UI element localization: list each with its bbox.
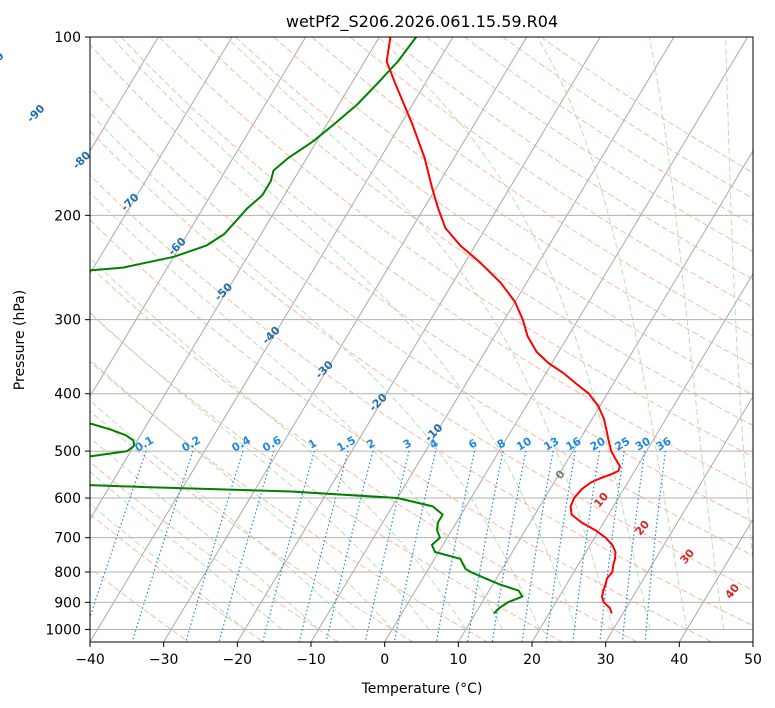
y-tick-label: 100 [54,30,81,46]
isotherm-line [605,395,753,642]
y-tick-label: 800 [54,565,81,581]
moist-adiabat [90,471,283,630]
isotherm-line [457,149,753,642]
y-tick-label: 900 [54,595,81,611]
moist-adiabat [111,37,577,630]
x-tick-label: −40 [75,652,105,668]
x-tick-label: 30 [597,652,615,668]
moist-adiabat [90,191,504,630]
mixing-ratio-line [218,450,275,642]
axes: −40 −30 −20 −10 0 10 20 30 40 50 100 200 300 400 500 60… [45,30,762,668]
mixing-ratio-line [393,450,437,642]
x-tick-label: 40 [670,652,688,668]
mixing-ratio-line [325,450,374,642]
x-tick-label: −30 [149,652,179,668]
mixing-ratio-line [262,450,315,642]
plot-frame [89,36,754,643]
mixing-ratio-line [435,450,476,642]
dry-adiabat [90,360,488,642]
isotherm-line [531,272,753,642]
mixing-ratio-line [491,450,527,642]
moist-adiabat [90,257,467,630]
dry-adiabat [90,43,753,523]
mixing-ratio-line [621,451,646,642]
moist-adiabat [226,37,614,630]
moist-adiabat [90,436,319,630]
isotherm-line [90,37,454,642]
moist-adiabat [725,37,753,566]
moist-adiabat [90,112,540,630]
y-axis-label: Pressure (hPa) [12,290,28,390]
moist-adiabat [90,358,393,630]
mixing-ratio-line [572,451,601,642]
temperature-profile-line [385,37,621,614]
isotherm-line [163,37,528,642]
dry-adiabat [349,37,753,308]
y-tick-label: 300 [54,313,81,329]
x-tick-label: 0 [380,652,389,668]
mixing-ratio-line [364,450,410,642]
dry-adiabat [90,265,638,642]
chart-title: wetPf2_S206.2026.061.15.59.R04 [286,12,558,32]
moist-adiabat [90,399,356,630]
x-tick-label: −20 [223,652,253,668]
isotherm-line [90,37,307,398]
y-tick-label: 200 [54,208,81,224]
dry-adiabat [120,37,753,490]
dry-adiabat [90,567,190,642]
moist-adiabat [537,37,688,630]
isotherm-line [678,518,753,642]
y-tick-label: 500 [54,444,81,460]
y-tick-label: 1000 [45,622,81,638]
y-tick-label: 600 [54,491,81,507]
mixing-ratio-line [466,450,504,642]
isotherm-line [90,37,159,152]
x-tick-label: 20 [523,652,541,668]
moist-adiabat [648,37,725,630]
isotherm-line [236,37,601,642]
moist-adiabat [90,503,246,630]
moist-adiabat [378,37,651,630]
isotherm-line [90,37,233,275]
y-tick-label: 400 [54,387,81,403]
x-axis-label: Temperature (°C) [361,681,483,697]
mixing-ratio-line [545,451,576,642]
isotherm-line [384,37,749,642]
dry-adiabat [90,219,712,642]
profile-lines [90,37,621,615]
dewpoint-profile-line [90,37,524,615]
mixing-ratio-line [599,451,625,642]
mixing-ratio-line [185,450,244,642]
mixing-ratio-line [644,451,666,642]
x-tick-label: 50 [744,652,762,668]
x-tick-label: −10 [296,652,326,668]
dry-adiabat [90,461,339,642]
dry-adiabat [90,174,753,627]
dry-adiabat [90,312,563,642]
y-tick-label: 700 [54,531,81,547]
x-tick-label: 10 [449,652,467,668]
